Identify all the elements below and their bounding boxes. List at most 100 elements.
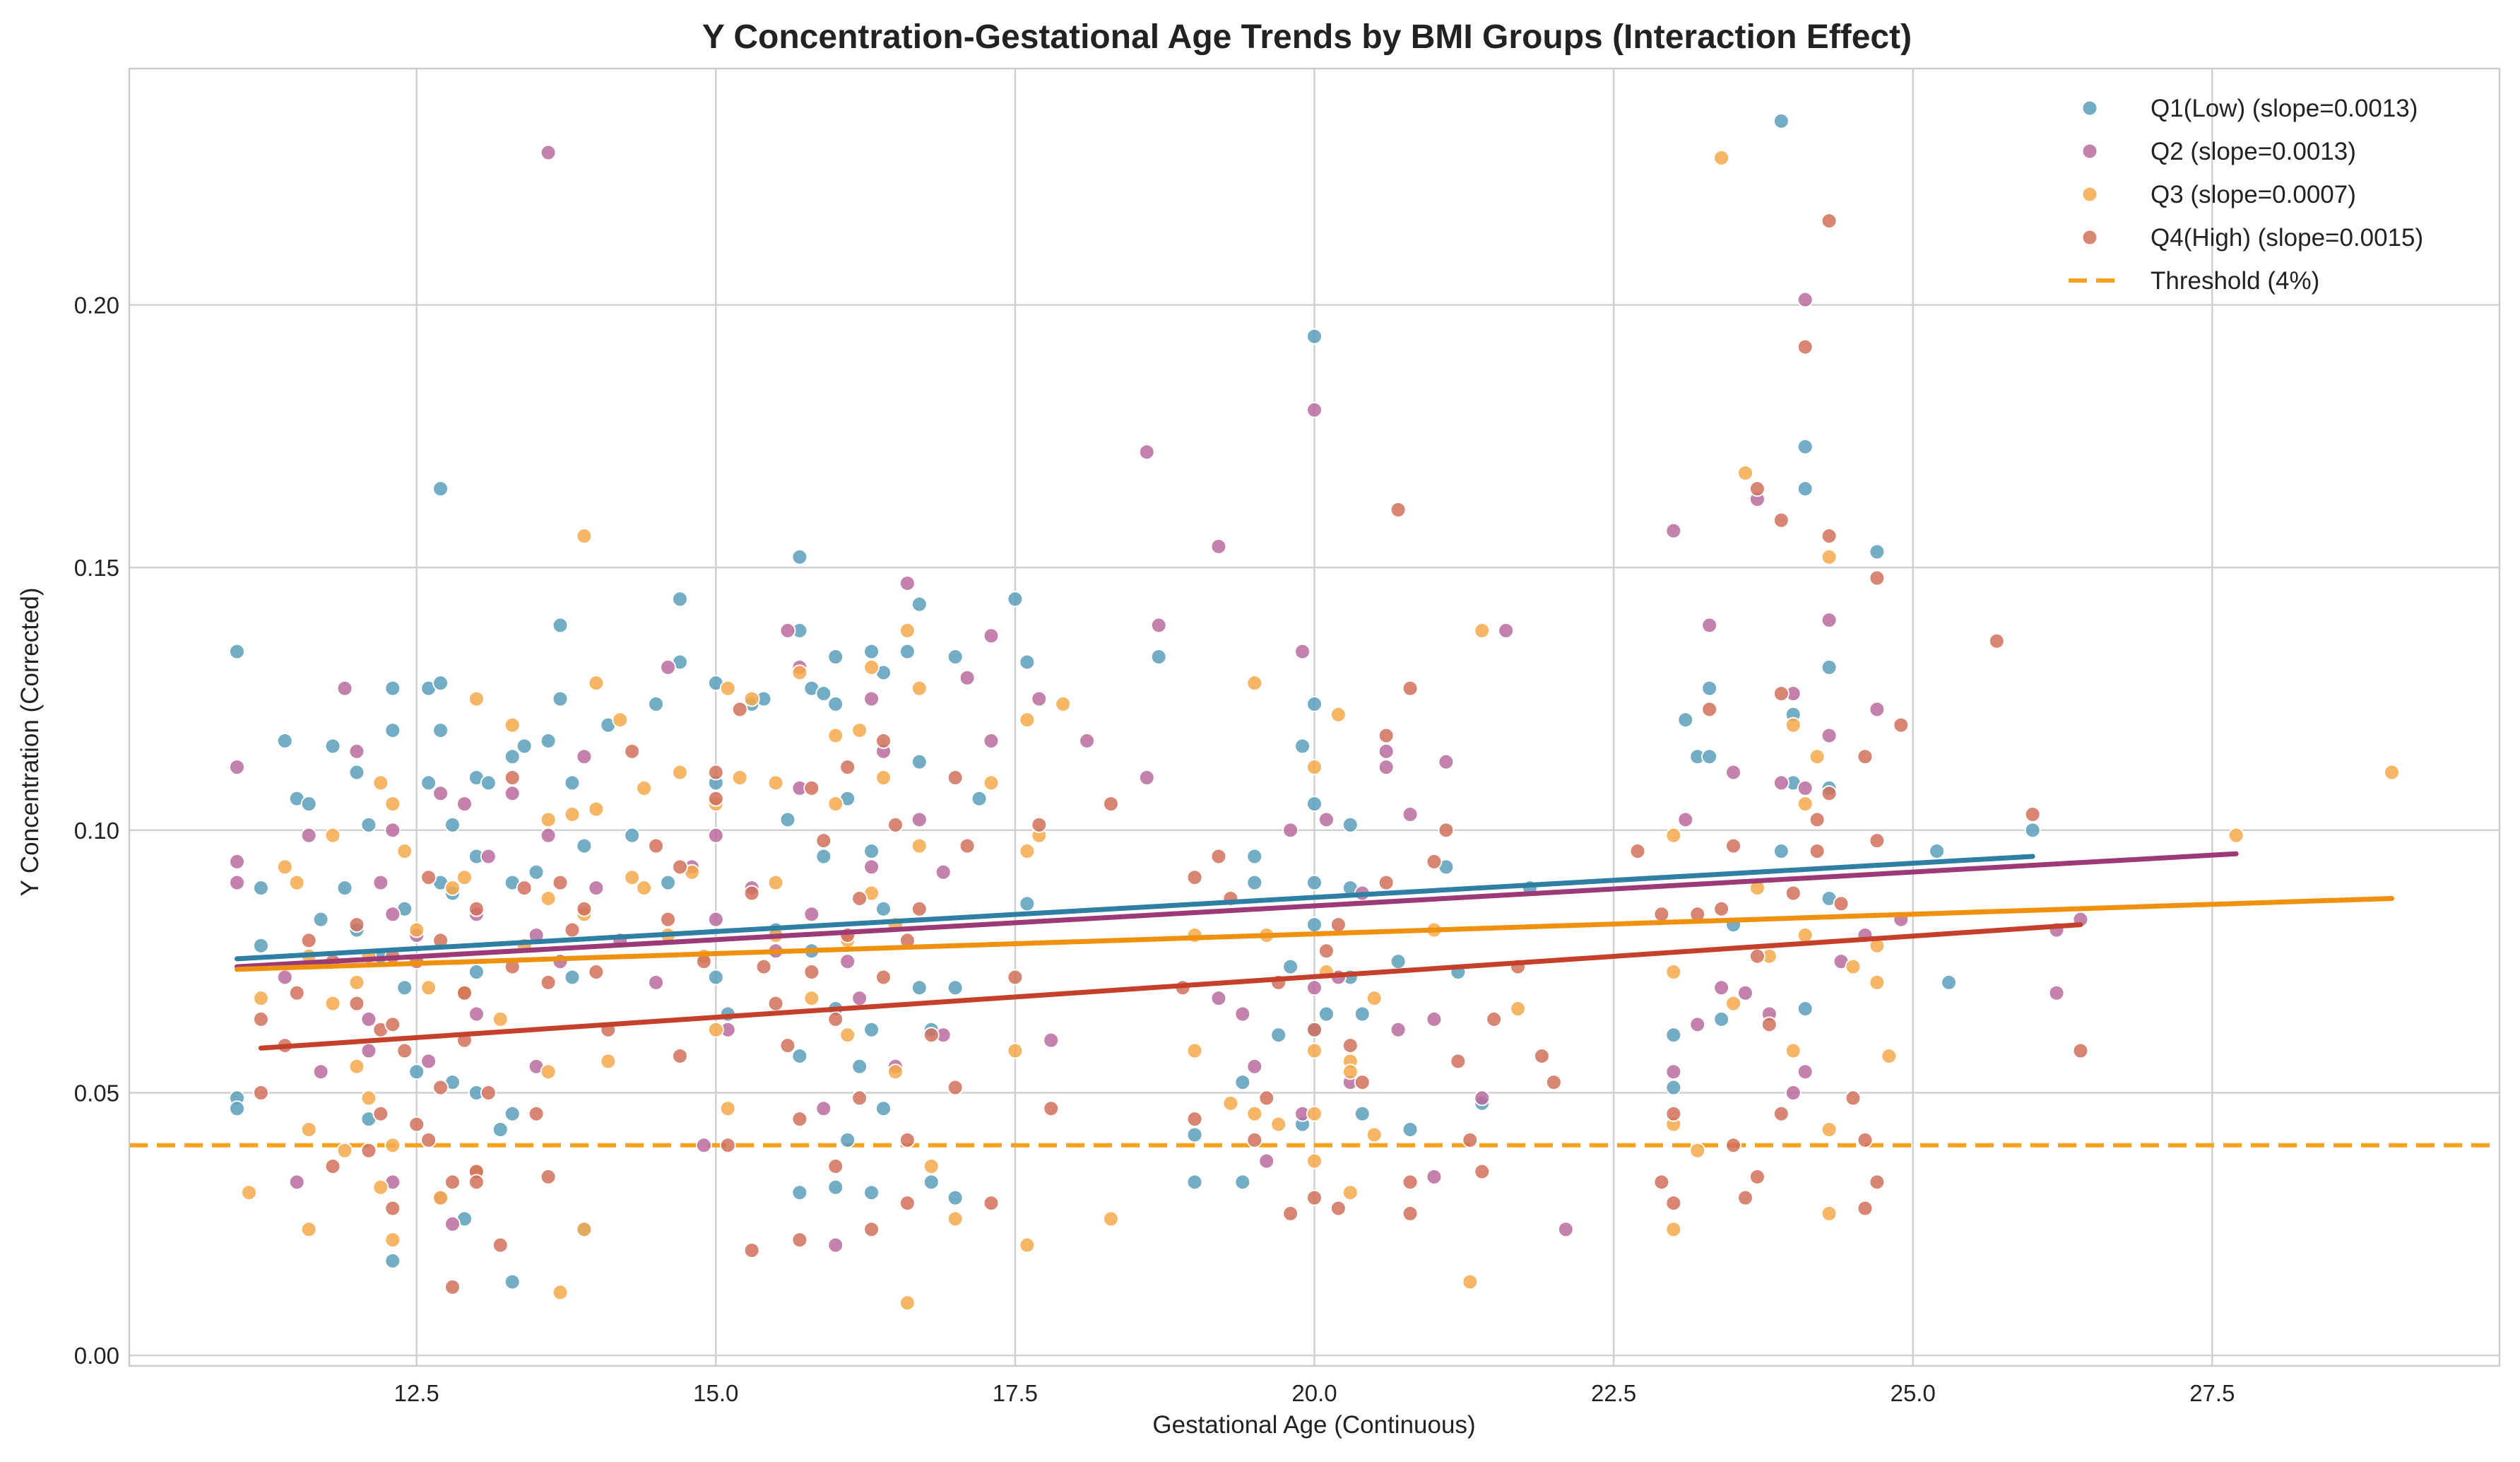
series-4-points <box>252 213 2089 1296</box>
data-point <box>1378 727 1395 744</box>
data-point <box>1713 1010 1730 1027</box>
data-point <box>755 958 772 975</box>
data-point <box>636 779 653 796</box>
data-point <box>1845 1090 1862 1107</box>
data-point <box>516 880 533 897</box>
data-point <box>468 1006 485 1022</box>
data-point <box>1342 1037 1359 1054</box>
data-point <box>1354 1074 1371 1091</box>
data-point <box>1342 816 1359 833</box>
data-point <box>863 1021 880 1038</box>
data-point <box>815 1100 832 1117</box>
data-point <box>1007 1042 1024 1059</box>
data-point <box>707 1021 724 1038</box>
data-point <box>588 880 605 897</box>
data-point <box>875 732 892 749</box>
data-point <box>1713 979 1730 996</box>
data-point <box>1402 1174 1419 1191</box>
data-point <box>1725 837 1742 854</box>
data-point <box>1701 617 1718 634</box>
data-point <box>408 1116 425 1133</box>
chart-title: Y Concentration-Gestational Age Trends b… <box>702 18 1912 56</box>
data-point <box>1821 785 1838 802</box>
data-point <box>1318 811 1335 828</box>
data-point <box>588 801 605 818</box>
data-point <box>983 732 1000 749</box>
data-point <box>1354 1105 1371 1122</box>
data-point <box>791 1184 808 1201</box>
data-point <box>827 1179 844 1196</box>
data-point <box>875 769 892 786</box>
data-point <box>671 1047 688 1064</box>
data-point <box>1545 1074 1562 1091</box>
data-point <box>444 1215 461 1232</box>
data-point <box>1773 112 1790 129</box>
data-point <box>1318 1006 1335 1022</box>
data-point <box>420 869 437 886</box>
data-point <box>360 1090 377 1107</box>
data-point <box>1869 570 1886 586</box>
data-point <box>384 1200 401 1217</box>
y-axis-label: Y Concentration (Corrected) <box>16 587 44 896</box>
data-point <box>420 1131 437 1148</box>
data-point <box>336 680 353 697</box>
data-point <box>1019 654 1036 671</box>
data-point <box>1761 1016 1777 1033</box>
data-point <box>827 649 844 666</box>
data-point <box>743 885 760 902</box>
data-point <box>767 774 784 791</box>
trend-line-series-4 <box>258 922 2083 1051</box>
legend-entry: Q1(Low) (slope=0.0013) <box>2151 95 2418 122</box>
data-point <box>576 837 593 854</box>
data-point <box>444 880 461 897</box>
data-point <box>348 1058 365 1075</box>
data-point <box>863 859 880 876</box>
data-point <box>1306 1152 1323 1169</box>
trend-line-series-1 <box>235 854 2035 962</box>
data-point <box>719 1100 736 1117</box>
data-point <box>1330 706 1347 723</box>
data-point <box>456 796 473 813</box>
data-point <box>1629 843 1646 860</box>
data-point <box>851 722 868 739</box>
data-point <box>288 1174 305 1191</box>
data-point <box>827 1237 844 1254</box>
data-point <box>276 732 293 749</box>
data-point <box>1653 906 1670 923</box>
data-point <box>791 548 808 565</box>
data-point <box>252 1084 269 1101</box>
data-point <box>636 880 653 897</box>
data-point <box>2228 827 2244 844</box>
data-point <box>624 743 641 760</box>
data-point <box>1306 1105 1323 1122</box>
data-point <box>384 822 401 839</box>
data-point <box>1785 1042 1802 1059</box>
data-point <box>540 974 557 991</box>
data-point <box>588 675 605 692</box>
data-point <box>229 1100 245 1117</box>
data-point <box>1665 964 1682 981</box>
data-point <box>1378 743 1395 760</box>
data-point <box>528 1105 545 1122</box>
data-point <box>372 1179 389 1196</box>
data-point <box>396 843 413 860</box>
data-point <box>707 790 724 807</box>
data-point <box>516 738 533 755</box>
data-point <box>432 1079 449 1096</box>
data-point <box>899 1195 916 1212</box>
data-point <box>1426 1168 1443 1185</box>
data-point <box>648 695 665 712</box>
data-point <box>1797 481 1814 497</box>
data-point <box>779 811 796 828</box>
data-point <box>1186 1174 1203 1191</box>
data-point <box>1725 995 1742 1012</box>
data-point <box>229 643 245 660</box>
data-point <box>1402 680 1419 697</box>
data-point <box>1821 1121 1838 1138</box>
data-point <box>360 816 377 833</box>
trend-line-series-3 <box>235 895 2394 972</box>
legend-marker <box>2081 100 2098 117</box>
data-point <box>863 643 880 660</box>
data-point <box>1749 481 1765 497</box>
